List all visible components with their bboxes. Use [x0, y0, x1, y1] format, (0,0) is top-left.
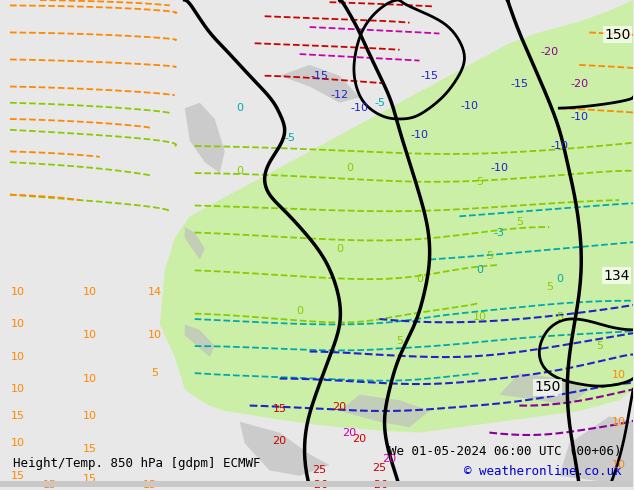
Text: 15: 15 — [43, 480, 57, 490]
Text: 20: 20 — [353, 434, 366, 444]
Text: 10: 10 — [472, 312, 486, 322]
Text: -15: -15 — [510, 79, 528, 89]
Text: 20: 20 — [332, 402, 347, 412]
Text: 5: 5 — [152, 368, 158, 378]
Text: 15: 15 — [143, 480, 157, 490]
Text: 150: 150 — [534, 380, 560, 394]
Text: 10: 10 — [83, 330, 97, 340]
Polygon shape — [160, 0, 633, 433]
Text: 10: 10 — [612, 460, 626, 470]
Text: -5: -5 — [374, 98, 385, 108]
Text: -10: -10 — [460, 101, 479, 111]
Text: -20: -20 — [540, 47, 559, 57]
Text: 14: 14 — [148, 287, 162, 297]
Text: 20: 20 — [382, 454, 397, 464]
Text: 0: 0 — [416, 274, 423, 284]
Text: 15: 15 — [273, 404, 287, 414]
Text: 10: 10 — [11, 439, 25, 448]
Text: 5: 5 — [476, 177, 483, 187]
Text: 0: 0 — [236, 166, 243, 176]
Text: 10: 10 — [11, 287, 25, 297]
Text: 0: 0 — [236, 103, 243, 113]
Polygon shape — [500, 373, 589, 406]
Text: 10: 10 — [83, 287, 97, 297]
Text: -10: -10 — [410, 130, 429, 140]
Text: -10: -10 — [570, 112, 588, 122]
Polygon shape — [184, 103, 224, 173]
Text: 10: 10 — [11, 352, 25, 362]
Polygon shape — [184, 324, 215, 357]
Text: 10: 10 — [11, 319, 25, 329]
Text: -20: -20 — [370, 480, 389, 490]
Text: -10: -10 — [490, 163, 508, 172]
Polygon shape — [184, 227, 205, 260]
Text: 15: 15 — [83, 474, 97, 484]
Text: 10: 10 — [83, 373, 97, 384]
Text: -15: -15 — [311, 71, 328, 81]
Text: 15: 15 — [11, 412, 25, 421]
Text: -10: -10 — [351, 103, 368, 113]
Text: 5: 5 — [556, 312, 563, 322]
Text: 15: 15 — [11, 471, 25, 481]
Text: 10: 10 — [83, 412, 97, 421]
Text: © weatheronline.co.uk: © weatheronline.co.uk — [464, 465, 621, 478]
Text: 134: 134 — [603, 269, 630, 283]
Text: 5: 5 — [516, 217, 523, 227]
Polygon shape — [240, 422, 330, 476]
Text: 5: 5 — [396, 336, 403, 345]
Text: -12: -12 — [330, 90, 349, 100]
Text: 5: 5 — [596, 341, 603, 351]
Polygon shape — [340, 395, 429, 427]
Text: 15: 15 — [83, 444, 97, 454]
Polygon shape — [280, 65, 359, 103]
Text: -15: -15 — [420, 71, 439, 81]
Text: 5: 5 — [546, 282, 553, 292]
Text: -20: -20 — [570, 79, 588, 89]
Text: 20: 20 — [342, 428, 357, 438]
Text: -20: -20 — [311, 480, 328, 490]
Text: 20: 20 — [273, 436, 287, 446]
Text: 10: 10 — [148, 330, 162, 340]
Text: Height/Temp. 850 hPa [gdpm] ECMWF: Height/Temp. 850 hPa [gdpm] ECMWF — [13, 457, 260, 470]
Text: 0: 0 — [476, 266, 483, 275]
Text: We 01-05-2024 06:00 UTC (00+06): We 01-05-2024 06:00 UTC (00+06) — [389, 445, 621, 458]
Text: 0: 0 — [296, 306, 303, 317]
Text: 5: 5 — [486, 251, 493, 261]
Text: 25: 25 — [313, 466, 327, 475]
Text: -10: -10 — [550, 141, 568, 151]
Bar — [0, 481, 633, 490]
Text: 0: 0 — [336, 244, 343, 254]
Text: -3: -3 — [494, 227, 505, 238]
Text: 10: 10 — [11, 384, 25, 394]
Text: -5: -5 — [284, 133, 295, 144]
Text: 0: 0 — [346, 163, 353, 172]
Text: 10: 10 — [612, 417, 626, 427]
Polygon shape — [559, 416, 633, 481]
Text: 10: 10 — [612, 370, 626, 380]
Text: 0: 0 — [556, 274, 563, 284]
Text: 25: 25 — [372, 463, 387, 473]
Text: 150: 150 — [604, 27, 630, 42]
